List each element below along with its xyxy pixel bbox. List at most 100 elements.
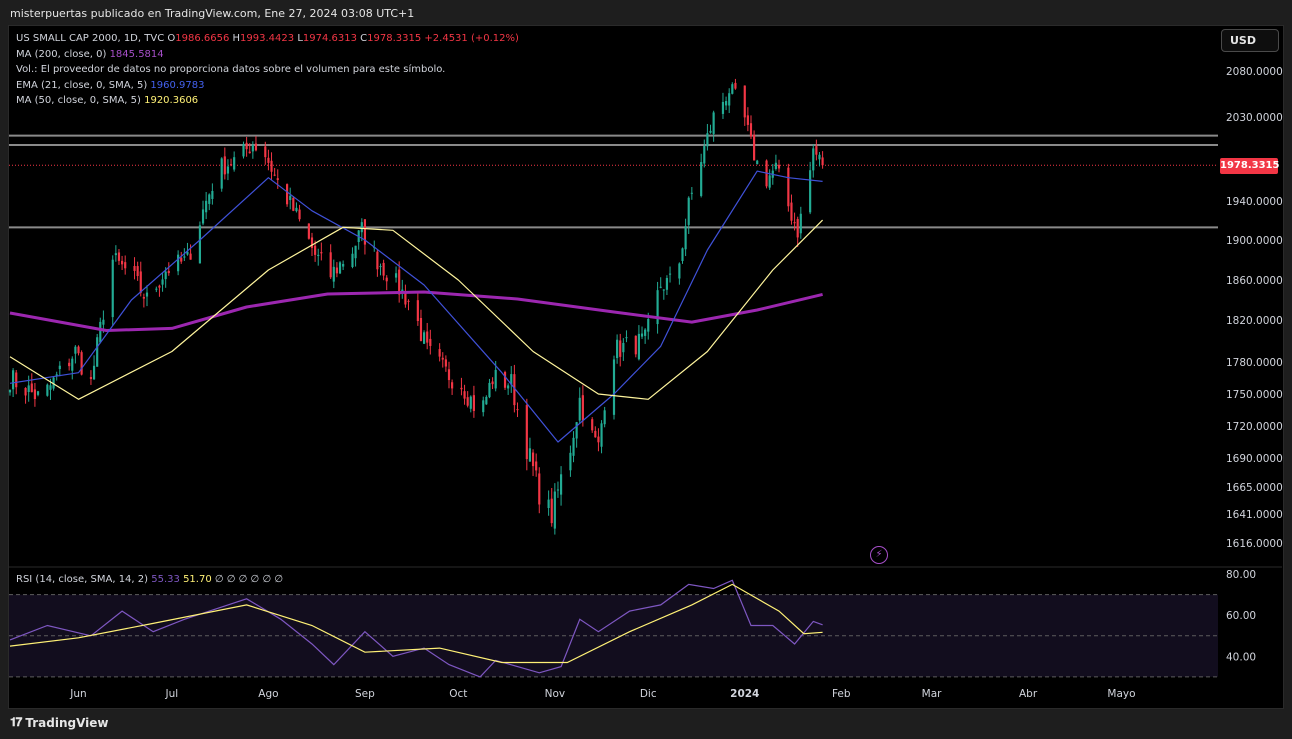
candle-body	[591, 419, 594, 431]
ema21-value: 1960.9783	[150, 79, 205, 91]
time-axis-label: Dic	[640, 688, 657, 700]
rsi-value: 55.33	[151, 574, 180, 585]
ma200-line	[9, 290, 823, 332]
footer-brand[interactable]: 𝟏𝟕 TradingView	[10, 715, 109, 730]
currency-button[interactable]: USD	[1221, 29, 1279, 52]
price-axis-label: 1820.0000	[1226, 315, 1283, 327]
change-value: +2.4531 (+0.12%)	[424, 33, 519, 44]
candle-body	[24, 387, 27, 396]
candle-body	[687, 197, 690, 225]
candle-body	[342, 264, 345, 267]
candle-body	[136, 266, 139, 277]
candle-body	[382, 262, 385, 276]
candle-body	[815, 146, 818, 155]
price-axis-label: 1641.0000	[1226, 509, 1283, 521]
candle-body	[273, 174, 276, 176]
candle-body	[616, 339, 619, 359]
time-axis-label: Jun	[69, 688, 86, 700]
low-value: 1974.6313	[302, 33, 357, 44]
ma200-label[interactable]: MA (200, close, 0)	[16, 48, 107, 60]
candle-body	[690, 192, 693, 194]
candle-body	[376, 251, 379, 270]
rsi-axis-label: 60.00	[1226, 610, 1256, 622]
candle-body	[625, 337, 628, 339]
ma50-label[interactable]: MA (50, close, 0, SMA, 5)	[16, 95, 141, 106]
candle-body	[114, 253, 117, 256]
candle-body	[821, 157, 824, 166]
candle-body	[398, 269, 401, 295]
ema21-line	[9, 170, 823, 443]
candle-body	[703, 146, 706, 164]
candle-body	[528, 448, 532, 462]
rsi-label[interactable]: RSI (14, close, SMA, 14, 2)	[16, 574, 149, 585]
candle-body	[746, 115, 749, 125]
candle-body	[426, 331, 429, 343]
high-value: 1993.4423	[240, 33, 295, 44]
candle-body	[447, 369, 451, 381]
candle-body	[441, 357, 444, 360]
candle-body	[158, 285, 161, 288]
time-axis-label: Mar	[922, 688, 942, 700]
candle-body	[264, 146, 267, 158]
candle-body	[460, 387, 463, 390]
candle-body	[360, 222, 363, 233]
price-axis-label: 2080.0000	[1226, 66, 1283, 78]
price-axis-label: 1900.0000	[1226, 235, 1283, 247]
candle-body	[444, 359, 447, 367]
candle-body	[15, 372, 18, 388]
candle-body	[469, 396, 472, 409]
candle-body	[71, 358, 74, 371]
candle-body	[307, 223, 310, 239]
candle-body	[569, 452, 572, 471]
candle-body	[812, 148, 815, 171]
candle-body	[226, 166, 230, 174]
candle-body	[270, 160, 273, 172]
candle-body	[743, 85, 746, 118]
volume-note[interactable]: Vol.: El proveedor de datos no proporcio…	[16, 64, 446, 75]
candle-body	[49, 385, 52, 390]
candle-body	[183, 256, 186, 258]
candle-body	[8, 389, 12, 393]
candle-body	[485, 396, 488, 405]
candle-body	[46, 384, 49, 396]
lightning-icon[interactable]: ⚡	[870, 546, 888, 564]
time-axis-label: Feb	[832, 688, 851, 700]
candle-body	[603, 410, 606, 425]
candle-body	[681, 248, 684, 261]
candle-body	[164, 271, 167, 280]
ma50-value: 1920.3606	[144, 95, 199, 106]
candle-body	[314, 245, 317, 255]
candle-body	[796, 219, 799, 238]
time-axis-label: Nov	[545, 688, 566, 700]
candle-body	[220, 158, 223, 189]
candle-body	[55, 374, 58, 376]
candle-body	[482, 400, 485, 413]
candle-body	[678, 263, 681, 279]
candle-body	[637, 333, 640, 360]
candle-body	[731, 84, 734, 94]
candle-body	[768, 175, 771, 188]
candle-body	[180, 257, 183, 262]
candle-body	[320, 252, 323, 254]
candle-body	[429, 338, 432, 346]
candle-body	[451, 382, 454, 389]
candle-body	[488, 382, 491, 398]
candle-body	[102, 319, 105, 325]
candle-body	[416, 300, 419, 322]
candle-body	[201, 209, 205, 224]
candle-body	[310, 237, 314, 248]
ema21-label[interactable]: EMA (21, close, 0, SMA, 5)	[16, 79, 148, 91]
candle-body	[665, 277, 669, 290]
candle-body	[161, 279, 164, 285]
candle-body	[594, 430, 597, 438]
price-axis-label: 1616.0000	[1226, 538, 1283, 550]
price-axis-label: 1665.0000	[1226, 482, 1283, 494]
candle-body	[74, 346, 77, 354]
publisher-line: misterpuertas publicado en TradingView.c…	[10, 7, 415, 20]
candle-body	[503, 372, 507, 388]
candle-body	[525, 405, 528, 460]
candle-body	[619, 340, 622, 357]
candle-body	[139, 271, 142, 293]
symbol-label[interactable]: US SMALL CAP 2000, 1D, TVC	[16, 33, 165, 44]
